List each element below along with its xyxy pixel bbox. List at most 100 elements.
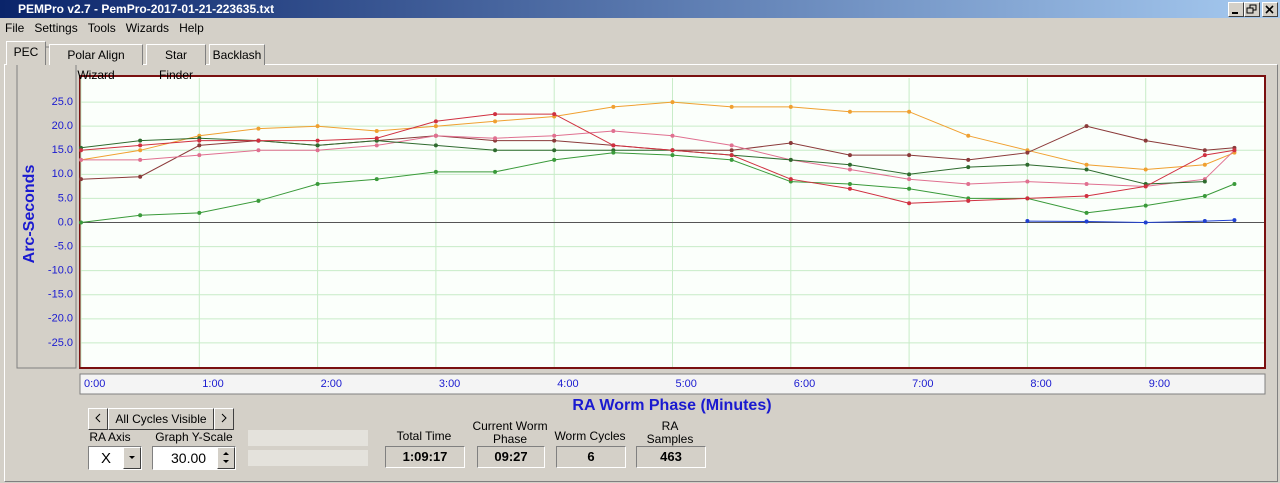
y-tick-label: 15.0 [52, 144, 73, 156]
data-point [1025, 162, 1030, 167]
tab[interactable]: PEC [6, 41, 46, 65]
menu-item[interactable]: Settings [34, 21, 78, 35]
cycle-selector[interactable]: All Cycles Visible [108, 408, 214, 430]
data-point [79, 148, 83, 153]
data-point [1084, 210, 1089, 215]
data-point [907, 109, 912, 114]
ra-axis-value: X [101, 450, 112, 467]
data-point [1143, 203, 1148, 208]
data-point [907, 201, 912, 206]
minimize-button[interactable] [1228, 2, 1244, 17]
tab[interactable]: Star Finder [146, 44, 206, 82]
restore-button[interactable] [1244, 2, 1260, 17]
data-point [138, 148, 143, 153]
data-point [611, 128, 616, 133]
data-point [374, 177, 379, 182]
data-point [552, 133, 557, 138]
x-tick-label: 9:00 [1149, 378, 1170, 390]
y-tick-label: 20.0 [52, 120, 73, 132]
data-point [611, 150, 616, 155]
data-point [138, 157, 143, 162]
data-point [670, 153, 675, 158]
data-point [966, 157, 971, 162]
data-point [315, 181, 320, 186]
stat-label: Worm Cycles [554, 429, 626, 443]
data-point [256, 148, 261, 153]
next-cycle-button[interactable] [214, 408, 234, 430]
data-point [138, 213, 143, 218]
menu-item[interactable]: Help [179, 21, 204, 35]
data-point [788, 141, 793, 146]
data-point [138, 174, 143, 179]
data-point [433, 143, 438, 148]
data-point [966, 133, 971, 138]
stat-value: 1:09:17 [385, 446, 465, 468]
x-tick-label: 0:00 [84, 378, 105, 390]
data-point [1084, 124, 1089, 129]
data-point [729, 157, 734, 162]
y-scale-spin[interactable]: 30.00 [152, 446, 236, 470]
y-tick-label: 10.0 [52, 168, 73, 180]
data-point [79, 157, 83, 162]
data-point [1232, 181, 1237, 186]
data-point [1202, 148, 1207, 153]
data-point [1025, 179, 1030, 184]
data-point [1232, 148, 1237, 153]
y-axis-panel [16, 46, 77, 369]
data-point [197, 153, 202, 158]
stat-value: 6 [556, 446, 626, 468]
menu-bar: File Settings Tools Wizards Help [0, 18, 1280, 38]
y-tick-label: -15.0 [48, 289, 73, 301]
data-point [1202, 219, 1207, 224]
stat-label: RA Samples [646, 419, 694, 446]
data-point [611, 143, 616, 148]
data-point [315, 138, 320, 143]
data-point [1202, 194, 1207, 199]
data-point [847, 153, 852, 158]
combo-arrow[interactable] [123, 447, 141, 469]
prev-cycle-button[interactable] [88, 408, 108, 430]
data-point [1084, 167, 1089, 172]
menu-item[interactable]: Wizards [125, 21, 170, 35]
data-point [433, 169, 438, 174]
data-point [433, 133, 438, 138]
data-point [79, 220, 83, 225]
y-axis-title: Arc-Seconds [21, 165, 38, 264]
data-point [788, 157, 793, 162]
spin-buttons[interactable] [217, 447, 235, 469]
close-button[interactable] [1262, 2, 1278, 17]
menu-item[interactable]: Tools [87, 21, 116, 35]
data-point [493, 112, 498, 117]
data-point [493, 148, 498, 153]
stat-label: Current Worm Phase [472, 419, 548, 446]
tab[interactable]: Backlash [209, 44, 265, 65]
data-point [1143, 184, 1148, 189]
data-point [138, 143, 143, 148]
data-point [433, 119, 438, 124]
tab-panel [4, 64, 1278, 482]
title-bar: PEMPro v2.7 - PemPro-2017-01-21-223635.t… [0, 0, 1280, 18]
series-line [80, 137, 1205, 185]
data-point [256, 198, 261, 203]
data-point [788, 177, 793, 182]
y-tick-label: -5.0 [54, 240, 73, 252]
data-point [966, 198, 971, 203]
data-point [1084, 219, 1089, 224]
data-point [374, 143, 379, 148]
data-point [315, 148, 320, 153]
x-tick-label: 4:00 [557, 378, 578, 390]
data-point [1025, 150, 1030, 155]
x-tick-label: 8:00 [1030, 378, 1051, 390]
data-point [197, 210, 202, 215]
data-point [729, 143, 734, 148]
data-point [1025, 196, 1030, 201]
stat-label: Total Time [396, 429, 452, 443]
data-point [847, 162, 852, 167]
menu-item[interactable]: File [5, 21, 25, 35]
data-point [374, 128, 379, 133]
data-point [493, 169, 498, 174]
y-tick-label: 5.0 [58, 192, 73, 204]
tab[interactable]: Polar Align Wizard [49, 44, 143, 82]
data-point [315, 143, 320, 148]
ra-axis-combo[interactable]: X [88, 446, 142, 470]
